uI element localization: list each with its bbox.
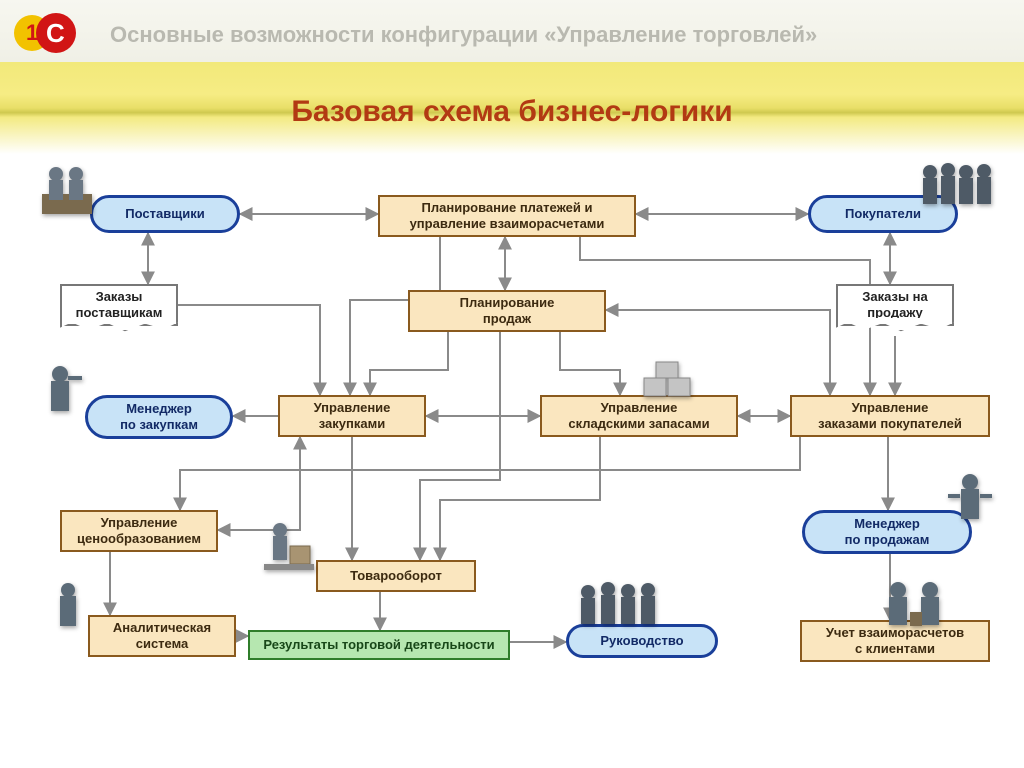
sales-manager-icon — [946, 470, 996, 530]
node-pricing: Управление ценообразованием — [60, 510, 218, 552]
warehouse-boxes-icon — [640, 360, 696, 400]
page-title: Базовая схема бизнес-логики — [0, 95, 1024, 129]
edge-sales_planning-purchasing — [370, 332, 448, 395]
node-turnover: Товарооборот — [316, 560, 476, 592]
edge-stock-turnover — [440, 437, 600, 560]
analyst-icon — [48, 580, 88, 636]
edge-cust_orders-pricing — [180, 437, 800, 510]
svg-text:С: С — [46, 18, 65, 48]
clients-settlement-icon — [880, 578, 950, 634]
edge-purchasing-pricing — [218, 437, 300, 530]
node-results: Результаты торговой деятельности — [248, 630, 510, 660]
node-purch_mgr: Менеджер по закупкам — [85, 395, 233, 439]
node-sales_planning: Планирование продаж — [408, 290, 606, 332]
management-group-icon — [576, 578, 670, 636]
diagram-canvas: 1 С Основные возможности конфигурации «У… — [0, 0, 1024, 768]
purchasing-manager-icon — [40, 362, 84, 422]
node-supplier_orders: Заказы поставщикам — [60, 284, 178, 326]
edge-sales_planning-turnover — [420, 332, 500, 560]
svg-text:1: 1 — [26, 20, 38, 45]
node-purchasing: Управление закупками — [278, 395, 426, 437]
turnover-worker-icon — [262, 520, 316, 576]
suppliers-icon — [38, 160, 96, 220]
node-sale_orders: Заказы на продажу — [836, 284, 954, 326]
node-stock: Управление складскими запасами — [540, 395, 738, 437]
logo-1c-icon: 1 С — [12, 6, 82, 60]
header-subtitle: Основные возможности конфигурации «Управ… — [110, 22, 817, 48]
node-analytics: Аналитическая система — [88, 615, 236, 657]
buyers-icon — [918, 158, 998, 220]
edge-payments-cust_orders — [580, 237, 870, 395]
node-cust_orders: Управление заказами покупателей — [790, 395, 990, 437]
node-suppliers: Поставщики — [90, 195, 240, 233]
edge-supplier_orders-purchasing — [178, 305, 320, 395]
node-payments: Планирование платежей и управление взаим… — [378, 195, 636, 237]
edge-sales_planning-stock — [560, 332, 620, 395]
